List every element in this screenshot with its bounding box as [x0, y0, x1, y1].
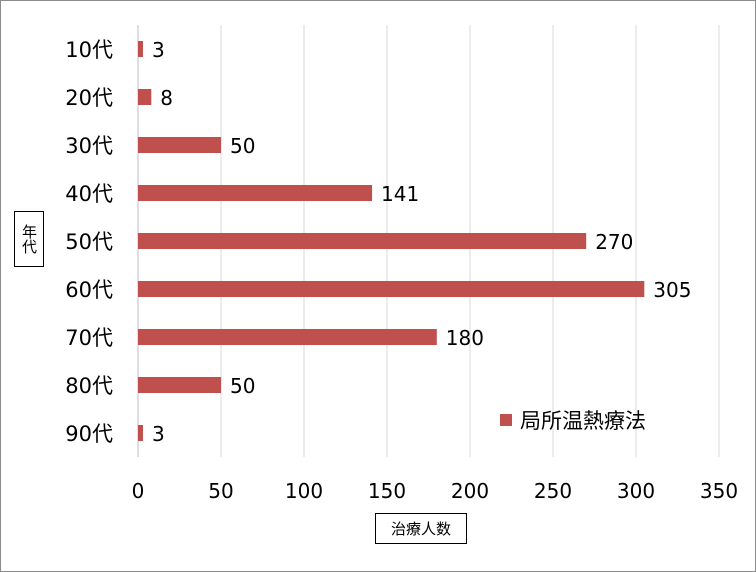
data-label: 141 — [381, 182, 419, 206]
category-label: 60代 — [65, 278, 113, 302]
x-tick-label: 300 — [617, 479, 655, 503]
data-label: 3 — [152, 422, 165, 446]
bar — [138, 41, 143, 57]
bar — [138, 425, 143, 441]
category-label: 30代 — [65, 134, 113, 158]
legend: 局所温熱療法 — [500, 405, 646, 435]
data-label: 8 — [160, 86, 173, 110]
x-axis-title: 治療人数 — [375, 513, 467, 544]
bar — [138, 377, 221, 393]
bar — [138, 89, 152, 105]
x-tick-label: 350 — [700, 479, 738, 503]
category-label: 40代 — [65, 182, 113, 206]
x-tick-label: 250 — [534, 479, 572, 503]
x-tick-label: 100 — [285, 479, 323, 503]
data-label: 180 — [446, 326, 484, 350]
category-labels: 10代 20代 30代 40代 50代 60代 70代 80代 90代 — [65, 38, 113, 446]
category-label: 90代 — [65, 422, 113, 446]
bar — [138, 329, 437, 345]
x-tick-label: 150 — [368, 479, 406, 503]
bars — [138, 41, 645, 441]
x-tick-labels: 0 50 100 150 200 250 300 350 — [132, 479, 738, 503]
category-label: 80代 — [65, 374, 113, 398]
legend-label: 局所温熱療法 — [520, 409, 646, 433]
data-label: 3 — [152, 38, 165, 62]
x-tick-label: 0 — [132, 479, 145, 503]
bar — [138, 281, 645, 297]
x-axis-title-text: 治療人数 — [390, 520, 451, 538]
bar — [138, 185, 373, 201]
bar — [138, 137, 221, 153]
y-axis-title-text: 年代 — [20, 224, 38, 254]
data-label: 270 — [595, 230, 633, 254]
data-labels: 3 8 50 141 270 305 180 50 3 — [152, 38, 692, 446]
category-label: 20代 — [65, 86, 113, 110]
data-label: 305 — [653, 278, 691, 302]
x-tick-label: 50 — [208, 479, 233, 503]
data-label: 50 — [230, 134, 255, 158]
category-label: 70代 — [65, 326, 113, 350]
data-label: 50 — [230, 374, 255, 398]
bar — [138, 233, 587, 249]
category-label: 10代 — [65, 38, 113, 62]
legend-swatch — [500, 414, 512, 426]
y-axis-title: 年代 — [14, 211, 44, 267]
category-label: 50代 — [65, 230, 113, 254]
x-tick-label: 200 — [451, 479, 489, 503]
